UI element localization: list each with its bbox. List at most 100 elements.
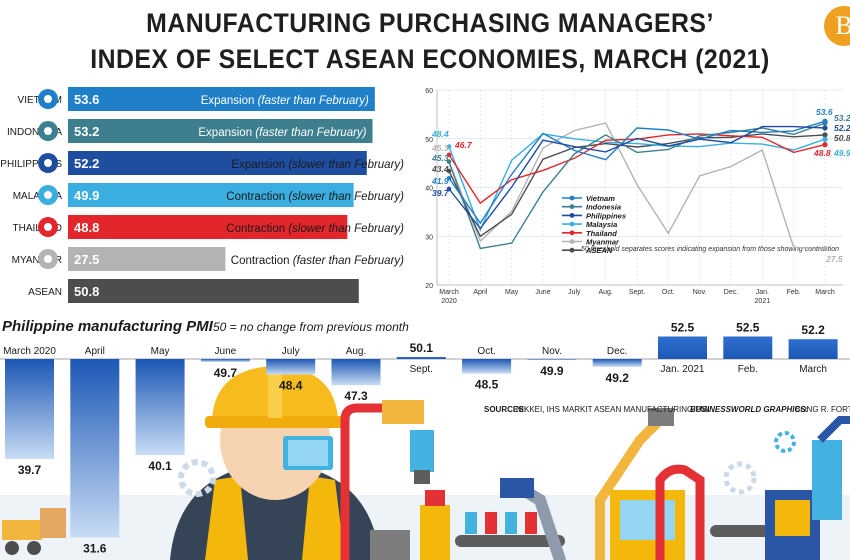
series-line-indonesia xyxy=(448,122,826,250)
country-bar xyxy=(68,87,375,111)
series-start-point xyxy=(446,152,452,158)
pmi-month-label: June xyxy=(215,346,237,357)
asean-pmi-line-chart: 20 30 40 50 60 March 2020 April May June July Aug. S… xyxy=(425,88,850,305)
pmi-value-label: 49.9 xyxy=(540,364,564,378)
pmi-bar xyxy=(788,339,838,359)
bar-status-label: Contraction (faster than February) xyxy=(231,255,404,267)
y-tick-label: 50 xyxy=(425,137,433,144)
legend-label: Indonesia xyxy=(586,203,621,212)
pmi-month-label: April xyxy=(85,346,105,357)
end-value-label: 49.9 xyxy=(833,148,850,158)
pmi-value-label: 40.1 xyxy=(148,459,172,473)
flag-icon xyxy=(38,217,58,237)
x-tick-sublabel: 2020 xyxy=(441,298,457,305)
title-line-2: INDEX OF SELECT ASEAN ECONOMIES, MARCH (… xyxy=(90,44,770,74)
pmi-bar xyxy=(723,336,773,359)
start-value-label: 45.3 xyxy=(431,153,449,163)
bar-status-label: Expansion (faster than February) xyxy=(198,127,366,139)
legend-label: ASEAN xyxy=(585,246,613,255)
pmi-bar xyxy=(527,359,577,360)
start-value-label: 41.9 xyxy=(431,176,449,186)
graphics-label: BUSINESSWORLD GRAPHICS: xyxy=(690,405,809,414)
credits: SOURCES: NIKKEI, IHS MARKIT ASEAN MANUFA… xyxy=(484,405,850,414)
end-value-label: 53.6 xyxy=(816,107,833,117)
pmi-month-label: March xyxy=(799,364,827,375)
bar-status-label: Contraction (slower than February) xyxy=(226,223,404,235)
pmi-bar xyxy=(462,359,512,374)
pmi-bar xyxy=(658,336,707,359)
gear-2-icon xyxy=(723,431,796,495)
x-tick-label: July xyxy=(568,289,581,296)
bar-value-label: 52.2 xyxy=(74,156,99,171)
hand-truck-icon xyxy=(2,508,66,555)
bottle-line-icon xyxy=(420,490,565,560)
series-start-point xyxy=(446,159,452,164)
legend-swatch-dot xyxy=(569,230,575,236)
series-line-malaysia xyxy=(448,133,826,232)
flag-icon xyxy=(38,153,58,173)
legend-swatch-dot xyxy=(569,247,575,253)
end-value-label: 48.8 xyxy=(813,148,831,158)
x-tick-label: March xyxy=(815,289,835,296)
philippine-pmi-title: Philippine manufacturing PMI xyxy=(2,318,214,335)
pmi-bar xyxy=(331,359,381,386)
bar-value-label: 49.9 xyxy=(74,188,99,203)
x-tick-label: Aug. xyxy=(598,289,612,296)
x-tick-label: Nov. xyxy=(693,289,707,296)
pmi-value-label: 39.7 xyxy=(18,463,42,477)
end-value-label: 53.2 xyxy=(834,113,850,123)
bar-status-label: Expansion (faster than February) xyxy=(201,95,369,107)
gear-icon xyxy=(178,459,216,497)
series-line-asean xyxy=(448,133,826,238)
x-tick-label: April xyxy=(473,289,487,296)
bar-country-label: MYANMAR xyxy=(12,255,62,266)
series-line-thailand xyxy=(448,133,826,205)
robot-arm-icon xyxy=(340,400,434,560)
start-value-label: 43.4 xyxy=(431,164,449,174)
pmi-month-label: Jan. 2021 xyxy=(661,364,705,375)
x-tick-label: Feb. xyxy=(787,289,801,296)
series-end-point xyxy=(822,125,828,131)
pmi-value-label: 49.7 xyxy=(214,366,238,380)
pmi-value-label: 50.1 xyxy=(410,341,434,355)
bar-country-label: MALAYSIA xyxy=(13,191,63,202)
x-tick-label: March xyxy=(439,289,459,296)
pmi-month-label: Sept. xyxy=(410,364,433,375)
country-bar xyxy=(68,247,226,271)
pmi-bar xyxy=(266,359,316,375)
country-bar xyxy=(68,119,373,143)
series-start-point xyxy=(446,175,452,181)
series-line-vietnam xyxy=(448,120,826,225)
country-bar xyxy=(68,183,354,207)
bar-country-label: INDONESIA xyxy=(7,127,62,138)
legend-swatch-dot xyxy=(569,221,575,227)
end-value-label: 52.2 xyxy=(834,123,850,133)
pmi-value-label: 48.5 xyxy=(475,378,499,392)
legend-label: Malaysia xyxy=(586,220,617,229)
bar-value-label: 50.8 xyxy=(74,284,99,299)
legend-swatch-dot xyxy=(569,239,575,244)
legend-label: Philippines xyxy=(586,211,626,220)
pmi-month-label: Feb. xyxy=(738,364,758,375)
pmi-value-label: 47.3 xyxy=(344,389,368,403)
bar-country-label: THAILAND xyxy=(13,223,62,234)
legend-label: Myanmar xyxy=(586,238,620,247)
series-start-point xyxy=(446,144,452,149)
worker-icon xyxy=(170,362,380,560)
monitor-icon xyxy=(283,436,333,470)
title-line-1: MANUFACTURING PURCHASING MANAGERS’ xyxy=(146,8,714,38)
philippine-pmi-chart: Philippine manufacturing PMI 50 = no cha… xyxy=(0,318,850,555)
pmi-month-label: Dec. xyxy=(607,346,628,357)
x-tick-label: May xyxy=(505,289,519,296)
series-start-point xyxy=(446,186,452,192)
x-tick-label: Dec. xyxy=(724,289,738,296)
pmi-month-label: Oct. xyxy=(477,346,495,357)
x-tick-label: June xyxy=(535,289,550,296)
bar-value-label: 53.6 xyxy=(74,92,99,107)
pmi-month-label: Nov. xyxy=(542,346,562,357)
legend-label: Vietnam xyxy=(586,194,615,203)
y-tick-label: 30 xyxy=(425,234,433,241)
series-line-myanmar xyxy=(448,122,826,250)
x-tick-sublabel: 2021 xyxy=(755,298,771,305)
